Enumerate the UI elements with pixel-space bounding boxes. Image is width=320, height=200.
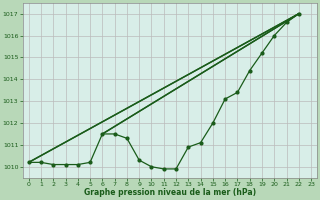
X-axis label: Graphe pression niveau de la mer (hPa): Graphe pression niveau de la mer (hPa) — [84, 188, 256, 197]
